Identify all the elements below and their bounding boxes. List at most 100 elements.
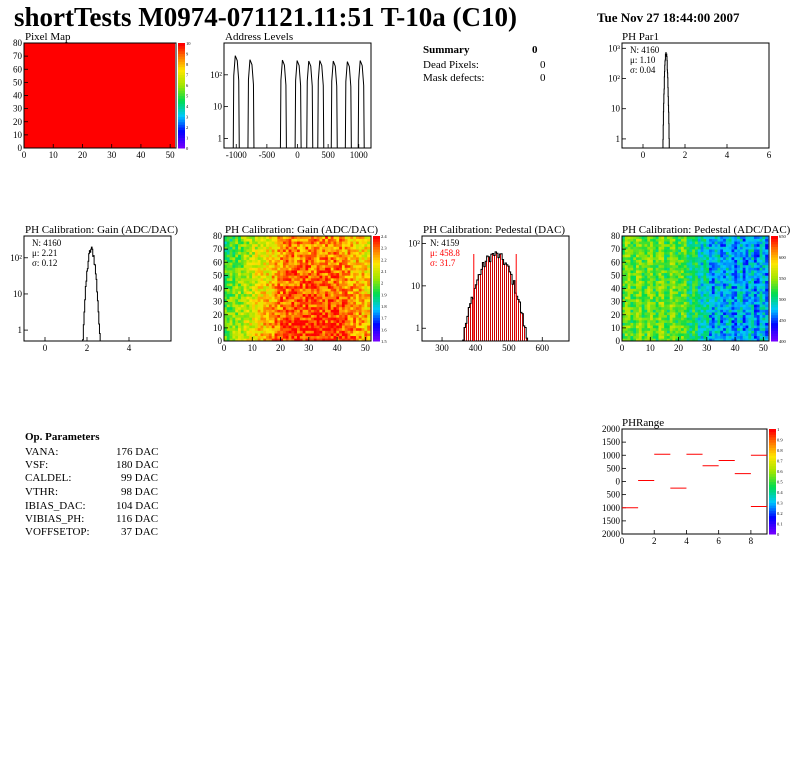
gain-map-cell	[274, 312, 278, 316]
pedestal-map-cell	[664, 320, 668, 323]
pedestal-map-cell	[737, 262, 741, 266]
gain-map-cell	[232, 333, 236, 337]
pedestal-map-cell	[748, 257, 752, 260]
pixel-map-palette-cell	[178, 100, 185, 104]
pedestal-map-cell	[692, 291, 696, 295]
pedestal-map-cell	[751, 270, 755, 274]
pedestal-map-cells	[622, 236, 769, 342]
pedestal-map-ytick-label: 60	[611, 257, 621, 267]
pedestal-map-cell	[661, 243, 665, 247]
gain-map-cell	[367, 296, 371, 300]
pedestal-map-cell	[630, 272, 634, 276]
pedestal-map-cell	[638, 254, 642, 258]
ph-par1-ytick-label: 10	[611, 104, 621, 114]
gain-map-cell	[364, 254, 368, 258]
gain-map-cell	[333, 249, 337, 253]
pedestal-map-cell	[636, 306, 640, 310]
pedestal-map-cell	[748, 333, 752, 337]
pedestal-map-cell	[678, 306, 682, 310]
pedestal-map-cell	[680, 299, 685, 302]
pixel-map-palette-cell	[178, 69, 185, 73]
pedestal-map-cell	[703, 243, 707, 247]
gain-map-cell	[226, 330, 230, 334]
pedestal-map-cell	[745, 285, 749, 289]
pedestal-map-cell	[641, 309, 645, 313]
pedestal-map-cell	[717, 291, 721, 295]
gain-map-cell	[336, 338, 340, 342]
gain-map-cell	[266, 264, 270, 268]
gain-map-cell	[308, 257, 312, 260]
pedestal-map-cell	[714, 267, 718, 271]
gain-map-cell	[294, 280, 298, 284]
gain-map-cell	[322, 257, 326, 260]
pedestal-map-cell	[737, 335, 741, 339]
gain-map-cell	[358, 267, 362, 271]
gain-map-cell	[254, 312, 258, 316]
gain-map-cell	[325, 272, 329, 276]
pedestal-map-cell	[672, 267, 676, 271]
pedestal-map-cell	[728, 325, 732, 329]
pedestal-map-cell	[711, 280, 715, 284]
pedestal-map-cell	[624, 251, 628, 255]
pedestal-map-cell	[647, 320, 651, 323]
gain-map-cell	[280, 249, 284, 253]
gain-map-cell	[291, 322, 295, 326]
pedestal-map-cell	[644, 238, 648, 242]
pedestal-map-palette-cell	[771, 335, 778, 339]
pedestal-map-cell	[748, 301, 752, 305]
gain-map-cell	[302, 259, 306, 263]
gain-map-cell	[364, 238, 368, 242]
gain-map-cell	[313, 320, 317, 323]
pedestal-map-cell	[706, 288, 710, 292]
pedestal-map-cell	[703, 304, 707, 308]
pedestal-map-cell	[650, 309, 654, 313]
pedestal-map-cell	[689, 325, 693, 329]
gain-map-cell	[252, 335, 256, 339]
pedestal-map-cell	[745, 238, 749, 242]
gain-map-cell	[260, 241, 264, 245]
pedestal-map-cell	[675, 267, 679, 271]
gain-map-cell	[302, 272, 306, 276]
gain-map-cell	[291, 272, 295, 276]
pedestal-map-cell	[683, 301, 687, 305]
pedestal-map-cell	[748, 280, 752, 284]
pedestal-map-cell	[627, 243, 631, 247]
pedestal-map-cell	[714, 299, 718, 302]
pedestal-map-cell	[723, 272, 727, 276]
gain-map-cell	[311, 317, 315, 321]
pedestal-map-cell	[751, 241, 755, 245]
gain-map-cell	[341, 249, 346, 253]
pedestal-map-cell	[756, 330, 760, 334]
gain-map-cell	[339, 320, 343, 323]
gain-map-cell	[364, 299, 368, 302]
pedestal-map-cell	[661, 322, 665, 326]
pedestal-map-cell	[622, 236, 626, 239]
gain-map-cell	[353, 280, 357, 284]
pedestal-map-cell	[745, 283, 749, 287]
pedestal-map-cell	[762, 283, 766, 287]
pedestal-map-cell	[737, 322, 741, 326]
pedestal-map-cell	[655, 257, 659, 260]
gain-map-cell	[226, 241, 230, 245]
gain-map-cell	[224, 306, 228, 310]
gain-map-cell	[367, 333, 371, 337]
gain-map-cell	[285, 327, 289, 331]
pedestal-map-cell	[753, 291, 758, 295]
pedestal-map-cell	[745, 306, 749, 310]
gain-map-cell	[322, 259, 326, 263]
gain-map-cell	[316, 296, 320, 300]
gain-map-cell	[243, 243, 247, 247]
pedestal-map-cell	[678, 283, 682, 287]
gain-map-cell	[249, 296, 253, 300]
gain-map-cell	[229, 278, 233, 281]
pedestal-map-cell	[756, 243, 760, 247]
gain-map-cell	[229, 304, 233, 308]
pedestal-map-cell	[742, 278, 746, 281]
address-level-peak	[330, 60, 338, 149]
pedestal-map-cell	[664, 327, 668, 331]
gain-map-cell	[285, 278, 289, 281]
pedestal-map-ytick-label: 20	[611, 310, 621, 320]
pedestal-map-cell	[753, 257, 758, 260]
gain-map-cell	[353, 275, 357, 279]
pedestal-map-cell	[692, 259, 696, 263]
